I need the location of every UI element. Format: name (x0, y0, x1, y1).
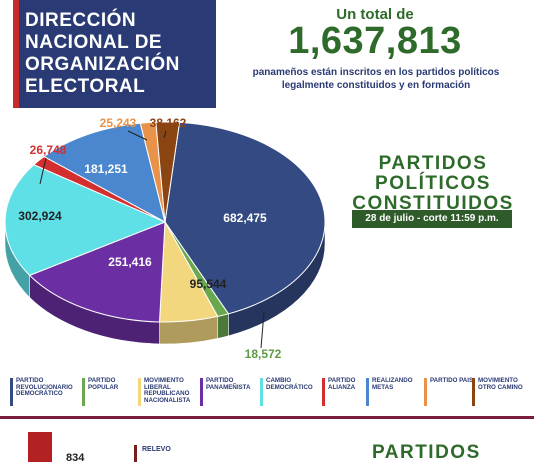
pie-label-7: 25,243 (100, 116, 137, 130)
pie-label-6: 181,251 (84, 162, 128, 176)
bottom-bar-value: 834 (66, 452, 85, 464)
legend-item-6: REALIZANDO METAS (366, 377, 426, 406)
legend-item-1: PARTIDO POPULAR (82, 377, 142, 406)
legend-label-0: PARTIDO REVOLUCIONARIO DEMOCRÁTICO (16, 377, 73, 398)
legend-item-3: PARTIDO PANAMEÑISTA (200, 377, 260, 406)
pie-leader-5 (39, 157, 47, 185)
pie-chart: 682,475 18,572 95,544 251,416 302,924 26,748 1… (4, 116, 326, 361)
header-title-line-4: ELECTORAL (25, 76, 146, 97)
legend-swatch-8 (472, 378, 475, 406)
pie-depth-layer (4, 221, 326, 345)
pie-label-4: 302,924 (18, 209, 62, 223)
legend-item-8: MOVIMIENTO OTRO CAMINO (472, 377, 532, 406)
total-number: 1,637,813 (288, 20, 462, 62)
legend-swatch-6 (366, 378, 369, 406)
parties-title: PARTIDOS POLÍTICOS CONSTITUIDOS (348, 154, 518, 214)
legend-label-5: PARTIDO ALIANZA (328, 377, 356, 391)
legend-swatch-3 (200, 378, 203, 406)
legend-item-7: PARTIDO PAIS (424, 377, 484, 406)
pie-leader-8 (163, 130, 167, 139)
pie-slice-0 (164, 121, 326, 315)
legend-label-7: PARTIDO PAIS (430, 377, 474, 384)
legend-label-1: PARTIDO POPULAR (88, 377, 119, 391)
legend-swatch-1 (82, 378, 85, 406)
bottom-section-title: PARTIDOS (372, 442, 481, 463)
header-accent-bar (13, 0, 19, 108)
bottom-legend-swatch (134, 445, 137, 462)
pie-label-1: 18,572 (245, 347, 282, 361)
pie-slice-8 (155, 121, 181, 223)
legend-label-3: PARTIDO PANAMEÑISTA (206, 377, 251, 391)
legend-label-4: CAMBIO DEMOCRÁTICO (266, 377, 313, 391)
legend-item-2: MOVIMIENTO LIBERAL REPUBLICANO NACIONALI… (138, 377, 204, 406)
legend-swatch-0 (10, 378, 13, 406)
pie-slice-4 (4, 164, 167, 276)
header-title-line-3: ORGANIZACIÓN (25, 54, 180, 75)
legend-item-5: PARTIDO ALIANZA (322, 377, 382, 406)
pie-label-3: 251,416 (108, 255, 152, 269)
header-title-line-1: DIRECCIÓN (25, 10, 137, 31)
pie-slice-3 (28, 221, 166, 323)
legend-item-0: PARTIDO REVOLUCIONARIO DEMOCRÁTICO (10, 377, 73, 406)
parties-title-line-3: CONSTITUIDOS (352, 193, 514, 214)
legend-swatch-7 (424, 378, 427, 406)
date-badge: 28 de julio - corte 11:59 p.m. (352, 210, 512, 228)
legend-label-6: REALIZANDO METAS (372, 377, 413, 391)
pie-side-1 (217, 313, 229, 339)
total-label: Un total de (336, 6, 414, 23)
legend-swatch-2 (138, 378, 141, 406)
legend-label-2: MOVIMIENTO LIBERAL REPUBLICANO NACIONALI… (144, 377, 191, 404)
total-subtitle: panameños están inscritos en los partido… (226, 66, 526, 92)
pie-label-0: 682,475 (223, 211, 267, 225)
pie-slice-6 (43, 122, 166, 223)
legend-item-4: CAMBIO DEMOCRÁTICO (260, 377, 320, 406)
pie-leader-7 (127, 130, 148, 141)
header-box: DIRECCIÓN NACIONAL DE ORGANIZACIÓN ELECT… (13, 0, 216, 108)
legend-swatch-5 (322, 378, 325, 406)
legend-label-8: MOVIMIENTO OTRO CAMINO (478, 377, 523, 391)
section-divider (0, 416, 534, 419)
parties-title-line-1: PARTIDOS (378, 153, 488, 174)
header-title-line-2: NACIONAL DE (25, 32, 163, 53)
pie-labels-layer: 682,475 18,572 95,544 251,416 302,924 26,748 1… (18, 116, 281, 361)
chart-legend: PARTIDO REVOLUCIONARIO DEMOCRÁTICO PARTID… (10, 377, 532, 414)
pie-leaders-layer (39, 130, 265, 349)
pie-top-layer (4, 121, 326, 323)
pie-label-2: 95,544 (190, 277, 227, 291)
bottom-bar-mark (28, 432, 52, 462)
total-subtitle-line-2: legalmente constituidos y en formación (281, 80, 471, 91)
bottom-legend-label: RELEVO (142, 446, 171, 453)
pie-label-8: 38,162 (150, 116, 187, 130)
parties-title-line-2: POLÍTICOS (375, 173, 491, 194)
legend-swatch-4 (260, 378, 263, 406)
total-subtitle-line-1: panameños están inscritos en los partido… (252, 67, 500, 78)
pie-label-5: 26,748 (30, 143, 67, 157)
pie-leader-1 (260, 311, 265, 349)
